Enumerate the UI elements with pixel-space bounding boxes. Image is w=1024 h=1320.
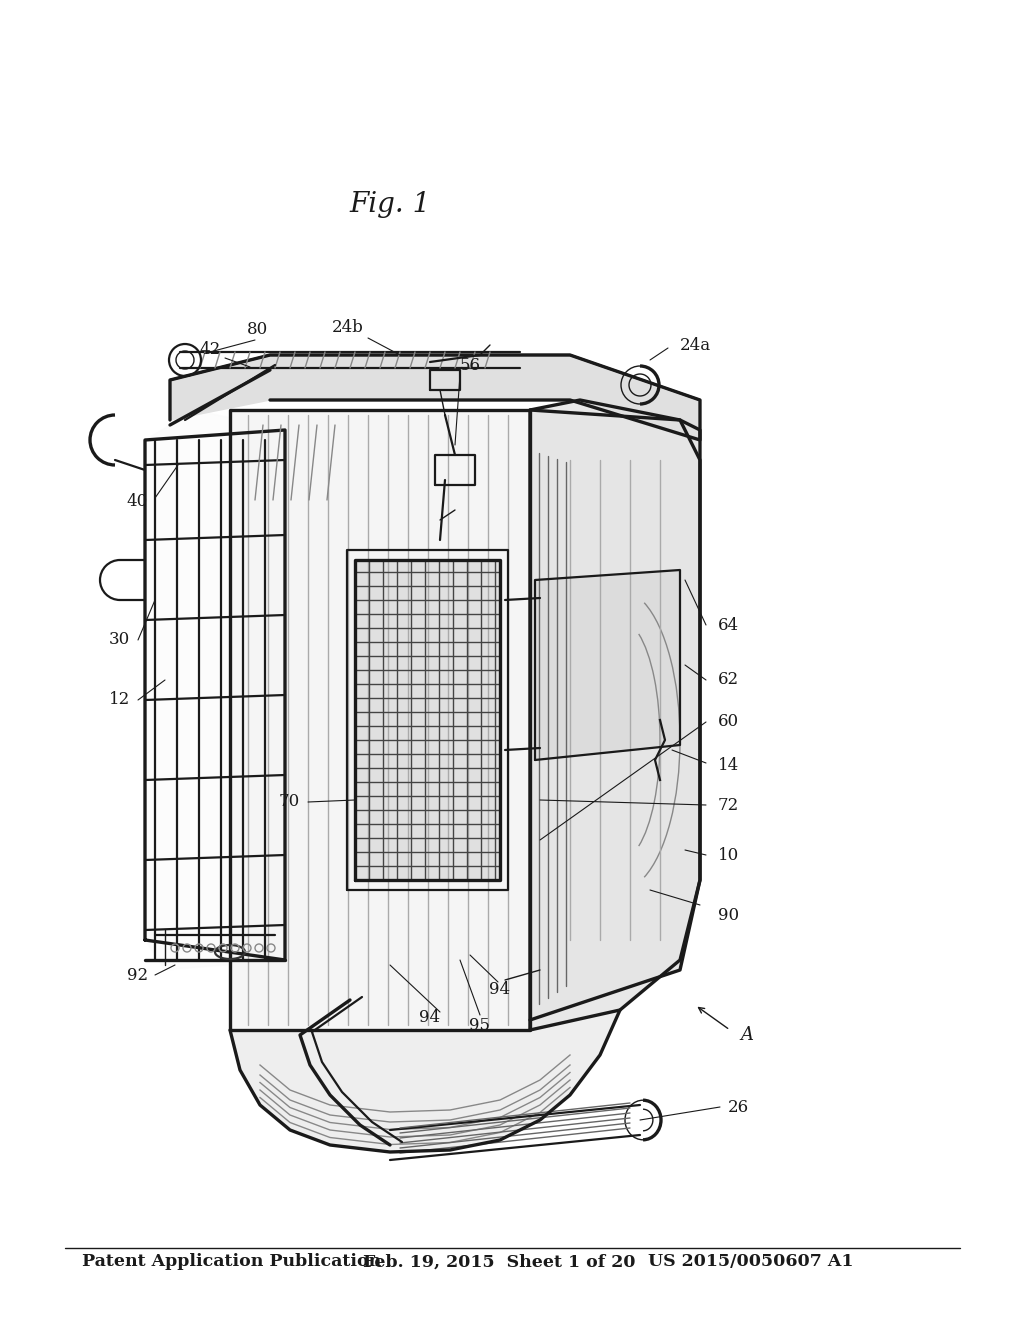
Polygon shape <box>355 560 500 880</box>
Polygon shape <box>230 411 530 1030</box>
Polygon shape <box>145 411 285 970</box>
Polygon shape <box>530 411 700 1020</box>
Text: 40: 40 <box>127 494 148 511</box>
Text: 56: 56 <box>460 356 480 374</box>
Polygon shape <box>230 1010 620 1152</box>
Text: 80: 80 <box>248 322 268 338</box>
Text: 64: 64 <box>718 616 739 634</box>
Polygon shape <box>530 400 700 1030</box>
Text: 24a: 24a <box>680 337 711 354</box>
Text: 94: 94 <box>489 982 511 998</box>
Text: 24b: 24b <box>332 319 364 337</box>
Text: 30: 30 <box>109 631 130 648</box>
Polygon shape <box>170 355 700 440</box>
Text: 42: 42 <box>200 342 220 359</box>
Text: Patent Application Publication: Patent Application Publication <box>82 1254 381 1270</box>
Text: 14: 14 <box>718 756 739 774</box>
Text: A: A <box>740 1026 753 1044</box>
Text: 72: 72 <box>718 796 739 813</box>
Text: 26: 26 <box>728 1098 750 1115</box>
Text: 92: 92 <box>127 966 148 983</box>
Text: 70: 70 <box>279 793 300 810</box>
Text: 10: 10 <box>718 846 739 863</box>
Text: 62: 62 <box>718 672 739 689</box>
Text: US 2015/0050607 A1: US 2015/0050607 A1 <box>648 1254 853 1270</box>
Text: 12: 12 <box>109 692 130 709</box>
Text: 94: 94 <box>420 1010 440 1027</box>
Text: 60: 60 <box>718 714 739 730</box>
Text: 95: 95 <box>469 1016 490 1034</box>
Text: Feb. 19, 2015  Sheet 1 of 20: Feb. 19, 2015 Sheet 1 of 20 <box>362 1254 636 1270</box>
Text: 90: 90 <box>718 907 739 924</box>
Polygon shape <box>535 570 680 760</box>
Text: Fig. 1: Fig. 1 <box>349 191 431 219</box>
